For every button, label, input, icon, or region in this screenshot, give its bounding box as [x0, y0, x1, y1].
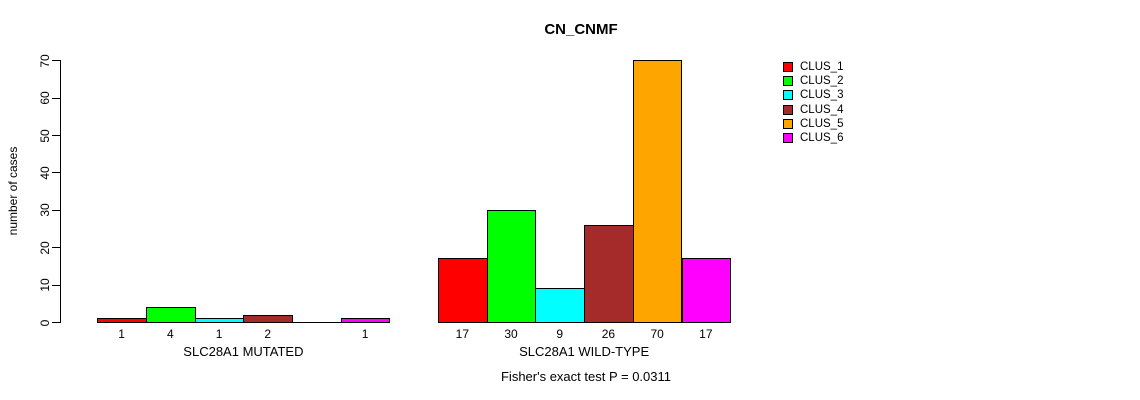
bar-value-label: 1: [215, 327, 223, 341]
y-axis-line: [60, 60, 61, 323]
bar-value-label: 30: [504, 327, 518, 341]
legend-swatch-clus_5: [783, 118, 793, 129]
bar-clus_5-g2: [632, 60, 683, 323]
annotation-fisher-test: Fisher's exact test P = 0.0311: [500, 369, 672, 384]
y-tick-mark: [52, 60, 60, 62]
group-label: SLC28A1 MUTATED: [183, 344, 304, 359]
bar-value-label: 17: [455, 327, 470, 341]
y-tick-mark: [52, 172, 60, 174]
bar-value-label: 26: [601, 327, 616, 341]
bar-value-label: 1: [361, 327, 369, 341]
legend-swatch-clus_2: [783, 76, 793, 87]
y-tick-mark: [52, 209, 60, 211]
legend-label-clus_5: CLUS_5: [800, 117, 844, 130]
bar-clus_6-g1: [340, 318, 391, 323]
bar-clus_2-g2: [486, 209, 537, 323]
bar-value-label: 2: [264, 327, 272, 341]
legend-label-clus_2: CLUS_2: [800, 75, 844, 88]
legend-swatch-clus_6: [783, 133, 793, 143]
y-tick-mark: [52, 135, 60, 136]
bar-value-label: 1: [118, 327, 125, 341]
y-tick-mark: [52, 284, 60, 286]
bar-clus_4-g2: [584, 224, 634, 323]
legend-label-clus_3: CLUS_3: [800, 89, 844, 102]
chart-title: CN_CNMF: [544, 21, 618, 38]
y-tick-mark: [52, 322, 60, 323]
legend-swatch-clus_3: [783, 90, 793, 101]
legend-label-clus_1: CLUS_1: [800, 61, 844, 73]
legend-label-clus_6: CLUS_6: [800, 132, 844, 144]
bar-clus_3-g2: [535, 288, 586, 323]
legend-label-clus_4: CLUS_4: [800, 103, 844, 116]
y-tick-mark: [52, 97, 60, 99]
bar-value-label: 4: [167, 327, 174, 341]
legend-swatch-clus_4: [783, 104, 793, 115]
bar-value-label: 70: [650, 327, 664, 341]
y-tick-mark: [52, 247, 60, 249]
bar-clus_2-g1: [146, 307, 196, 323]
legend-swatch-clus_1: [783, 62, 793, 72]
bar-value-label: 17: [699, 327, 713, 341]
bar-clus_6-g2: [681, 258, 732, 323]
bar-clus_4-g1: [243, 314, 294, 323]
group-label: SLC28A1 WILD-TYPE: [519, 344, 650, 359]
bar-value-label: 9: [556, 327, 564, 341]
